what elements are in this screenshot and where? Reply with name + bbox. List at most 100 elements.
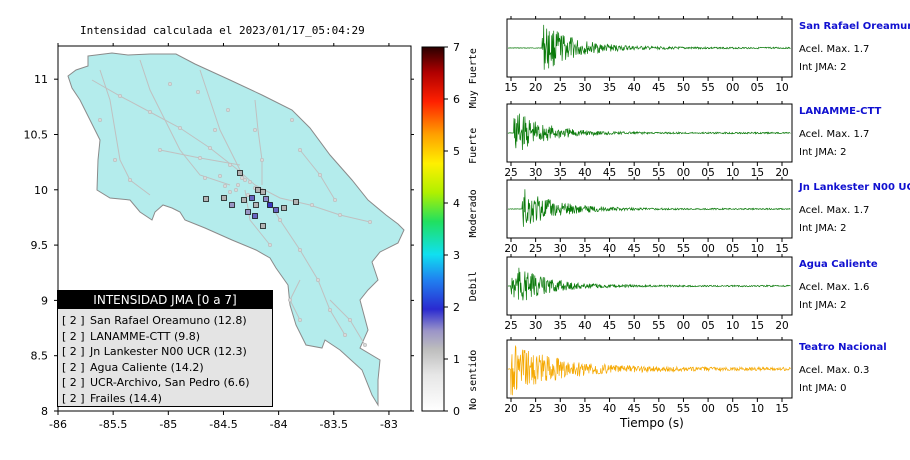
time-tick-label: 50 [652, 243, 665, 255]
colorbar-tick-label: 4 [453, 197, 460, 210]
town-dot [247, 179, 253, 185]
legend-entry-intensity: [ 2 ] [62, 314, 85, 327]
time-tick-label: 15 [775, 243, 788, 255]
seismogram-trace [507, 113, 791, 151]
lon-tick-label: -85.5 [99, 418, 127, 431]
time-tick-label: 30 [554, 243, 567, 255]
time-tick-label: 10 [775, 82, 788, 94]
town-dot [347, 317, 353, 323]
lon-tick-label: -83 [380, 418, 398, 431]
station-name: San Rafael Oreamuno [799, 21, 910, 32]
station-marker [245, 209, 251, 215]
town-dot [297, 147, 303, 153]
time-tick-label: 55 [652, 320, 665, 332]
time-tick-label: 10 [726, 167, 739, 179]
time-tick-label: 30 [529, 320, 542, 332]
time-tick-label: 20 [775, 320, 788, 332]
time-tick-label: 40 [603, 403, 616, 415]
station-marker [260, 189, 266, 195]
town-dot [157, 147, 163, 153]
station-jma-intensity: Int JMA: 2 [799, 147, 847, 158]
legend-entry-station: Agua Caliente (14.2) [90, 360, 204, 374]
seismogram-trace [507, 344, 791, 396]
time-tick-label: 05 [726, 403, 739, 415]
time-tick-label: 10 [751, 403, 764, 415]
time-tick-label: 35 [578, 403, 591, 415]
time-tick-label: 05 [726, 243, 739, 255]
town-dot [252, 127, 258, 133]
station-max-acceleration: Acel. Max. 0.3 [799, 365, 870, 376]
costa-rica-landmass [67, 52, 405, 407]
town-dot [317, 172, 323, 178]
legend-entry: [ 2 ] LANAMME-CTT (9.8) [62, 329, 250, 345]
time-tick-label: 30 [529, 167, 542, 179]
station-jma-intensity: Int JMA: 0 [799, 383, 847, 394]
legend-entry-station: UCR-Archivo, San Pedro (6.6) [90, 376, 250, 389]
town-dot [227, 189, 233, 195]
town-dot [277, 217, 283, 223]
seismogram-panel: 25 30 35 40 45 50 55 00 05 10 15 20 [504, 101, 793, 179]
colorbar-tick-label: 0 [453, 405, 460, 418]
colorbar-tick-label: 3 [453, 249, 460, 262]
town-markers [97, 81, 373, 348]
time-tick-label: 45 [627, 243, 640, 255]
map-axes: -86 -85.5 -85 -84.5 -84 -83.5 -83 11 10.5 10 9.5 9 8… [24, 43, 414, 431]
station-marker [249, 195, 255, 201]
station-marker [253, 202, 259, 208]
time-tick-label: 45 [652, 82, 665, 94]
legend-entry: [ 2 ] UCR-Archivo, San Pedro (6.6) [62, 375, 250, 391]
time-tick-label: 55 [701, 82, 714, 94]
time-axis-label: Tiempo (s) [620, 416, 684, 430]
station-marker [241, 197, 247, 203]
town-dot [245, 192, 251, 198]
lat-tick-label: 8.5 [31, 350, 49, 363]
town-dot [97, 117, 103, 123]
time-tick-label: 35 [554, 167, 567, 179]
intensity-legend: INTENSIDAD JMA [0 a 7] [ 2 ] San Rafael O… [57, 290, 273, 407]
town-dot [233, 187, 239, 193]
town-dot [362, 342, 368, 348]
station-marker [203, 196, 209, 202]
town-dot [177, 125, 183, 131]
seismogram-trace [508, 24, 791, 70]
time-tick-label: 20 [775, 167, 788, 179]
time-tick-label: 30 [578, 82, 591, 94]
station-marker [293, 199, 299, 205]
lon-tick-label: -85 [159, 418, 177, 431]
town-dot [309, 202, 315, 208]
time-tick-label: 55 [677, 243, 690, 255]
time-tick-label: 00 [677, 167, 690, 179]
legend-entries: [ 2 ] San Rafael Oreamuno (12.8) [ 2 ] LANA… [62, 313, 250, 406]
time-tick-label: 40 [578, 320, 591, 332]
colorbar-tick-label: 2 [453, 301, 460, 314]
time-tick-label: 00 [726, 82, 739, 94]
lat-tick-label: 9 [41, 294, 48, 307]
lon-tick-label: -83.5 [320, 418, 348, 431]
town-dot [289, 117, 295, 123]
town-dot [147, 109, 153, 115]
town-dot [342, 332, 348, 338]
time-tick-label: 05 [701, 167, 714, 179]
station-jma-intensity: Int JMA: 2 [799, 223, 847, 234]
station-jma-intensity: Int JMA: 2 [799, 62, 847, 73]
time-tick-label: 30 [554, 403, 567, 415]
time-tick-label: 45 [603, 167, 616, 179]
station-marker [281, 205, 287, 211]
town-dot [332, 197, 338, 203]
town-dot [212, 127, 218, 133]
time-tick-label: 25 [504, 167, 517, 179]
station-name: Jn Lankester N00 UCR [799, 182, 910, 193]
lat-tick-label: 10.5 [24, 128, 49, 141]
time-tick-label: 40 [627, 82, 640, 94]
time-tick-label: 55 [677, 403, 690, 415]
legend-entry-intensity: [ 2 ] [62, 360, 85, 374]
time-tick-label: 10 [726, 320, 739, 332]
time-tick-label: 50 [652, 403, 665, 415]
town-dot [222, 183, 228, 189]
time-tick-label: 05 [751, 82, 764, 94]
time-tick-label: 15 [751, 167, 764, 179]
station-name: LANAMME-CTT [799, 106, 882, 117]
time-tick-label: 00 [677, 320, 690, 332]
colorbar-category-label: Muy Fuerte [468, 48, 479, 108]
